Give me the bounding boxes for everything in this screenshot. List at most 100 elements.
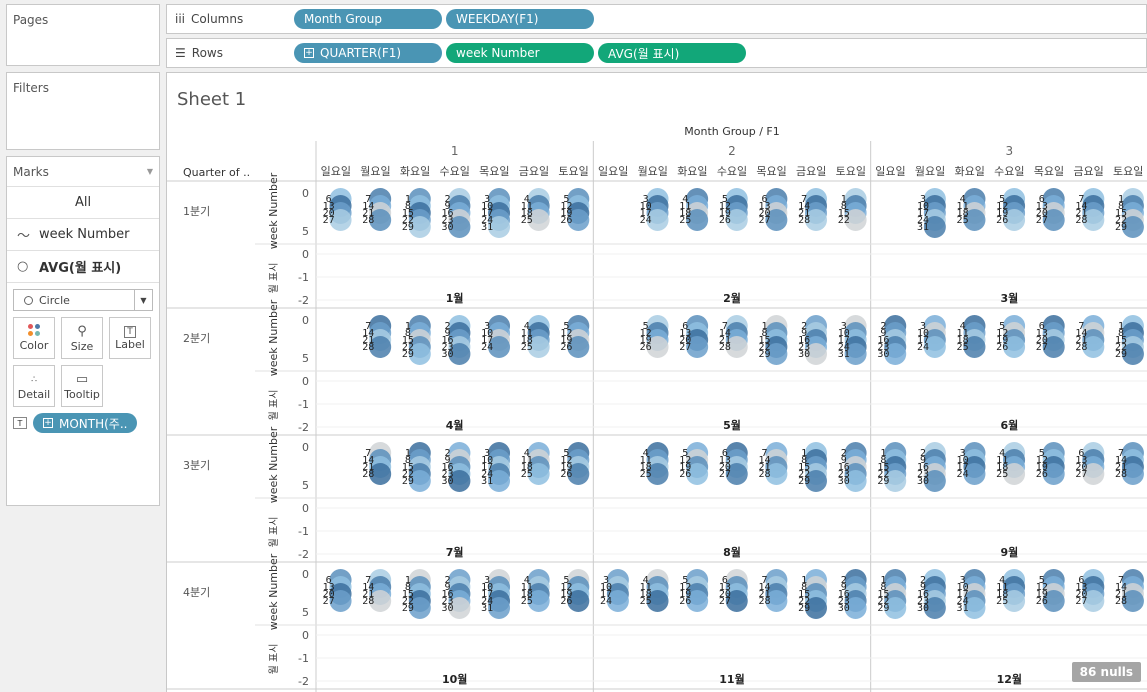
size-button[interactable]: ⚲ Size	[61, 317, 103, 359]
day-circle	[488, 597, 511, 619]
day-number: 10	[481, 201, 493, 212]
day-circle	[1082, 590, 1105, 612]
day-circle	[1121, 343, 1144, 365]
marks-tab-all[interactable]: All	[7, 187, 159, 219]
calendar-viz[interactable]: Month Group / F1 Quarter of .. 1 일요일 월요일 화요일 수…	[167, 73, 1147, 692]
mark-type-select[interactable]: Circle ▼	[13, 289, 153, 311]
day-number: 14	[362, 201, 374, 212]
day-number: 16	[442, 462, 454, 473]
day-number: 1	[841, 194, 847, 205]
day-number: 15	[1115, 208, 1127, 219]
columns-shelf[interactable]: iii Columns Month Group WEEKDAY(F1)	[166, 4, 1147, 34]
day-number: 5	[999, 321, 1005, 332]
day-number: 21	[1075, 208, 1087, 219]
day-circle	[884, 470, 907, 492]
day-number: 6	[722, 575, 728, 586]
nulls-indicator[interactable]: 86 nulls	[1071, 662, 1141, 682]
day-number: 15	[402, 589, 414, 600]
day-number: 1	[880, 448, 886, 459]
day-number: 2	[880, 321, 886, 332]
day-number: 13	[1075, 455, 1087, 466]
day-circle	[963, 597, 986, 619]
day-number: 9	[920, 582, 926, 593]
sheet-title: Sheet 1	[177, 89, 247, 110]
quarter-pill-text: QUARTER(F1)	[320, 46, 402, 60]
day-number: 23	[798, 342, 810, 353]
detail-button[interactable]: ∴ Detail	[13, 365, 55, 407]
day-number: 1	[405, 194, 411, 205]
day-number: 10	[481, 582, 493, 593]
day-number: 10	[917, 328, 929, 339]
weekday-pill[interactable]: WEEKDAY(F1)	[446, 9, 594, 29]
day-number: 5	[563, 575, 569, 586]
weekday-header: 금요일	[519, 164, 549, 178]
day-number: 9	[841, 582, 847, 593]
quarter-pill[interactable]: + QUARTER(F1)	[294, 43, 442, 63]
day-number: 14	[758, 455, 770, 466]
month-group-pill[interactable]: Month Group	[294, 9, 442, 29]
collapse-triangle-icon[interactable]: ▼	[146, 167, 153, 176]
weekday-header: 수요일	[994, 164, 1024, 178]
marks-card: Marks ▼ All 〜 week Number ○ AVG(월 표시) Ci…	[6, 156, 160, 506]
month-label-pill[interactable]: + MONTH(주..	[33, 413, 138, 433]
week-number-pill[interactable]: week Number	[446, 43, 594, 63]
day-number: 6	[326, 575, 332, 586]
day-number: 24	[481, 469, 493, 480]
marks-tab-avg[interactable]: ○ AVG(월 표시)	[7, 251, 159, 283]
marks-header[interactable]: Marks ▼	[7, 157, 159, 187]
day-number: 11	[521, 328, 533, 339]
day-number: 14	[1115, 582, 1127, 593]
weekday-header: 토요일	[558, 164, 588, 178]
day-number: 19	[1036, 589, 1048, 600]
day-number: 5	[1039, 575, 1045, 586]
day-number: 25	[996, 596, 1008, 607]
day-number: 16	[917, 462, 929, 473]
day-number: 16	[838, 462, 850, 473]
day-number: 14	[1075, 201, 1087, 212]
marks-tab-week-number[interactable]: 〜 week Number	[7, 219, 159, 251]
day-number: 15	[798, 589, 810, 600]
axis-tick-month: -2	[298, 548, 309, 561]
day-number: 16	[877, 335, 889, 346]
day-number: 9	[880, 328, 886, 339]
tooltip-button[interactable]: ▭ Tooltip	[61, 365, 103, 407]
row-header: Quarter of ..	[183, 166, 250, 179]
day-number: 29	[758, 349, 770, 360]
color-button[interactable]: Color	[13, 317, 55, 359]
day-circle	[725, 209, 748, 231]
day-number: 8	[801, 455, 807, 466]
day-number: 11	[640, 455, 652, 466]
avg-month-pill[interactable]: AVG(월 표시)	[598, 43, 746, 63]
day-number: 2	[445, 448, 451, 459]
day-circle	[686, 209, 709, 231]
day-number: 13	[1036, 328, 1048, 339]
day-number: 13	[679, 328, 691, 339]
rows-icon: ☰	[175, 46, 186, 60]
day-number: 17	[917, 335, 929, 346]
day-circle	[725, 590, 748, 612]
label-button[interactable]: T Label	[109, 317, 151, 359]
day-number: 3	[920, 194, 926, 205]
day-number: 2	[841, 448, 847, 459]
day-number: 4	[999, 575, 1005, 586]
rows-shelf[interactable]: ☰ Rows + QUARTER(F1) week Number AVG(월 표시…	[166, 38, 1147, 68]
day-number: 22	[402, 215, 414, 226]
chevron-down-icon[interactable]: ▼	[134, 290, 152, 310]
day-number: 5	[563, 194, 569, 205]
day-number: 13	[1036, 201, 1048, 212]
day-number: 26	[560, 215, 572, 226]
day-number: 17	[838, 335, 850, 346]
axis-tick-month: 0	[302, 248, 309, 261]
day-number: 22	[798, 469, 810, 480]
day-number: 20	[323, 208, 335, 219]
month-label: 1월	[446, 291, 464, 305]
day-number: 22	[877, 596, 889, 607]
filters-card[interactable]: Filters	[6, 72, 160, 150]
day-number: 26	[679, 469, 691, 480]
pages-card[interactable]: Pages	[6, 4, 160, 66]
day-number: 29	[1115, 222, 1127, 233]
day-number: 20	[1036, 208, 1048, 219]
day-circle	[448, 343, 471, 365]
axis-title-week-number: week Number	[267, 426, 280, 503]
day-number: 1	[405, 321, 411, 332]
